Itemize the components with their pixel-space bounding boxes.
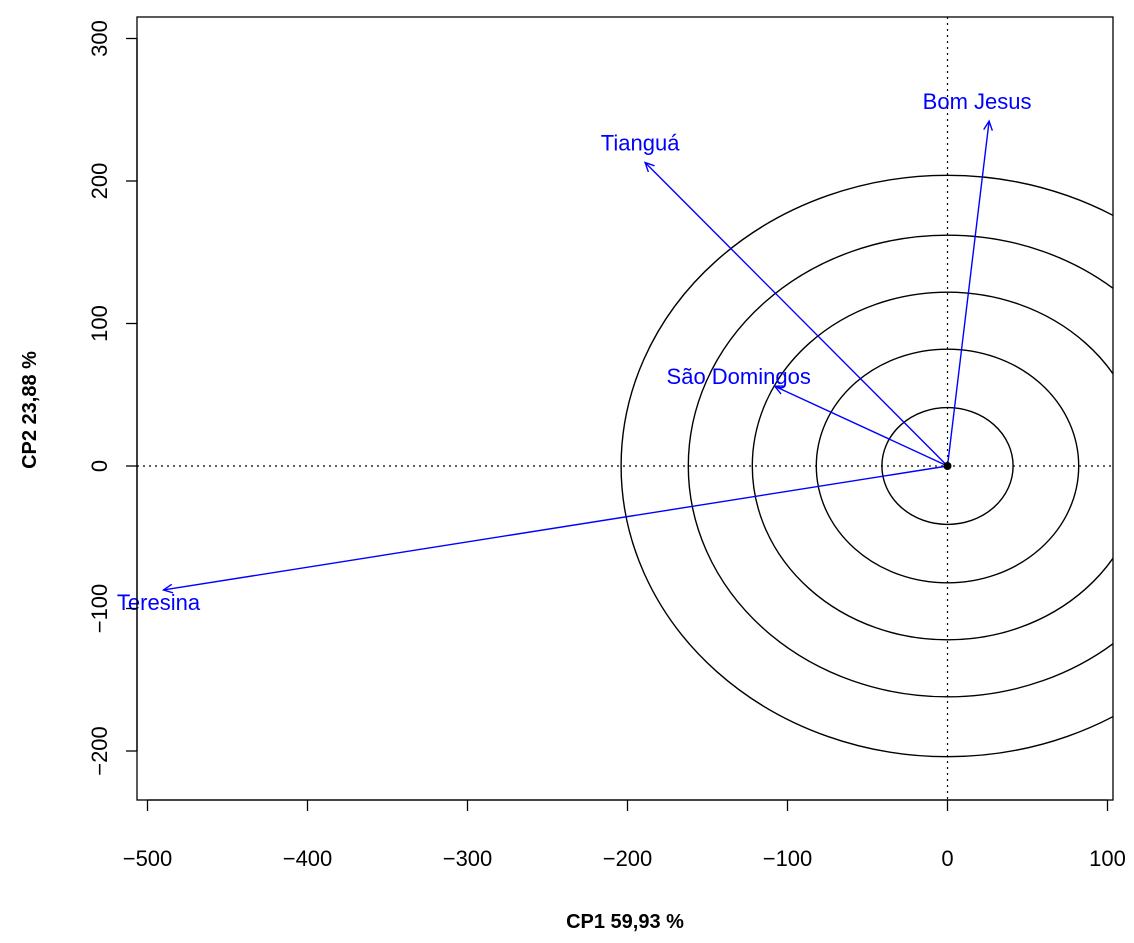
vector-arrowhead <box>773 385 785 395</box>
vector-arrowhead <box>161 583 174 594</box>
reference-lines <box>137 17 1113 800</box>
vector-label: Teresina <box>117 590 201 615</box>
vector-arrowhead <box>983 119 994 131</box>
x-tick-label: −500 <box>123 846 173 871</box>
circle-5 <box>620 174 1113 758</box>
vector-arrowhead <box>643 161 655 173</box>
x-tick-label: −400 <box>283 846 333 871</box>
vector-0: Bom Jesus <box>923 89 1032 467</box>
y-tick-label: 100 <box>87 305 112 342</box>
vector-label: Bom Jesus <box>923 89 1032 114</box>
x-tick-label: −100 <box>763 846 813 871</box>
vector-line <box>774 385 948 467</box>
vector-label: Tianguá <box>601 130 680 155</box>
y-tick-label: 300 <box>87 20 112 57</box>
vector-1: Tianguá <box>601 130 948 467</box>
y-tick-label: −100 <box>87 584 112 634</box>
x-axis-title: CP1 59,93 % <box>566 911 684 933</box>
x-tick-label: 100 <box>1089 846 1126 871</box>
origin-point <box>943 462 952 470</box>
y-tick-label: 200 <box>87 163 112 200</box>
y-axis-title: CP2 23,88 % <box>19 351 41 469</box>
x-tick-label: −200 <box>603 846 653 871</box>
vector-label: São Domingos <box>667 364 811 389</box>
circle-3 <box>751 291 1113 641</box>
y-tick-label: −200 <box>87 726 112 776</box>
x-tick-label: 0 <box>941 846 953 871</box>
x-axis: −500 −400 −300 −200 −100 0 100 <box>123 799 1126 871</box>
vector-line <box>946 121 990 467</box>
vectors-layer: Bom Jesus Tianguá São Domingos Teresina <box>117 89 1032 615</box>
vector-3: Teresina <box>117 465 948 615</box>
y-axis: −200 −100 0 100 200 300 <box>87 20 138 776</box>
vector-2: São Domingos <box>667 364 948 467</box>
vector-line <box>163 465 948 591</box>
circles-layer <box>620 174 1113 758</box>
vector-line <box>644 161 948 467</box>
x-tick-label: −300 <box>443 846 493 871</box>
y-tick-label: 0 <box>87 460 112 472</box>
